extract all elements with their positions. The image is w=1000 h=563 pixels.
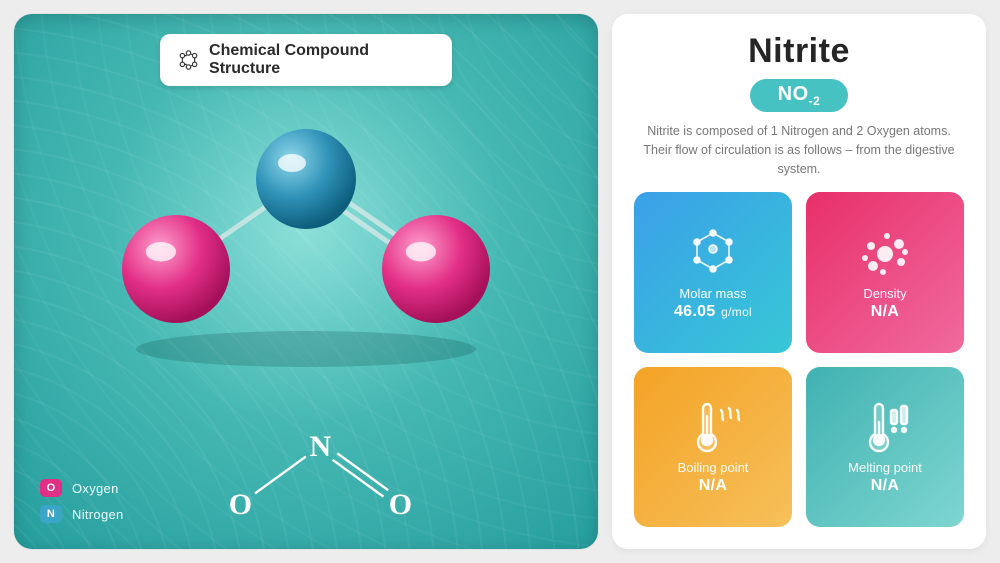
property-value: N/A bbox=[871, 303, 899, 321]
formula-pill: NO-2 bbox=[750, 79, 849, 112]
thermometer-steam-icon bbox=[683, 398, 743, 458]
legend-item-oxygen: O Oxygen bbox=[40, 479, 124, 497]
property-value: 46.05 g/mol bbox=[674, 303, 752, 321]
atom-o bbox=[382, 215, 490, 323]
property-card-molar_mass: Molar mass 46.05 g/mol bbox=[634, 192, 792, 352]
info-panel: Nitrite NO-2 Nitrite is composed of 1 Ni… bbox=[612, 14, 986, 549]
legend-label: Nitrogen bbox=[72, 507, 124, 522]
legend-label: Oxygen bbox=[72, 481, 119, 496]
legend: O Oxygen N Nitrogen bbox=[40, 479, 124, 523]
lewis-structure: N O O bbox=[200, 426, 440, 531]
compound-description: Nitrite is composed of 1 Nitrogen and 2 … bbox=[634, 122, 964, 188]
property-unit: g/mol bbox=[718, 305, 752, 319]
structure-title-pill: Chemical Compound Structure bbox=[160, 34, 452, 86]
atom-o bbox=[122, 215, 230, 323]
property-value: N/A bbox=[871, 477, 899, 495]
structure-title-text: Chemical Compound Structure bbox=[209, 42, 434, 78]
lewis-atom-o: O bbox=[229, 488, 252, 521]
atom-n bbox=[256, 129, 356, 229]
property-label: Melting point bbox=[848, 460, 922, 475]
compound-name: Nitrite bbox=[634, 32, 964, 71]
lewis-atom-o: O bbox=[389, 488, 412, 521]
legend-badge: O bbox=[40, 479, 62, 497]
property-value: N/A bbox=[699, 477, 727, 495]
legend-badge: N bbox=[40, 505, 62, 523]
property-card-melting_point: Melting point N/A bbox=[806, 367, 964, 527]
property-label: Molar mass bbox=[679, 286, 746, 301]
property-card-density: Density N/A bbox=[806, 192, 964, 352]
property-card-boiling_point: Boiling point N/A bbox=[634, 367, 792, 527]
lewis-atom-n: N bbox=[310, 430, 332, 463]
molecule-hex-icon bbox=[686, 224, 740, 284]
property-cards: Molar mass46.05 g/molDensityN/ABoiling p… bbox=[634, 192, 964, 527]
formula-sub: -2 bbox=[809, 94, 821, 108]
formula-base: NO bbox=[778, 83, 809, 105]
property-label: Boiling point bbox=[678, 460, 749, 475]
structure-panel: Chemical Compound Structure O Oxygen N Nitr… bbox=[14, 14, 598, 549]
property-label: Density bbox=[863, 286, 906, 301]
molecule-icon bbox=[178, 49, 199, 71]
molecule-3d bbox=[96, 119, 516, 359]
legend-item-nitrogen: N Nitrogen bbox=[40, 505, 124, 523]
dots-cluster-icon bbox=[857, 224, 913, 284]
infographic-root: Chemical Compound Structure O Oxygen N Nitr… bbox=[0, 0, 1000, 563]
thermometer-ice-icon bbox=[855, 398, 915, 458]
